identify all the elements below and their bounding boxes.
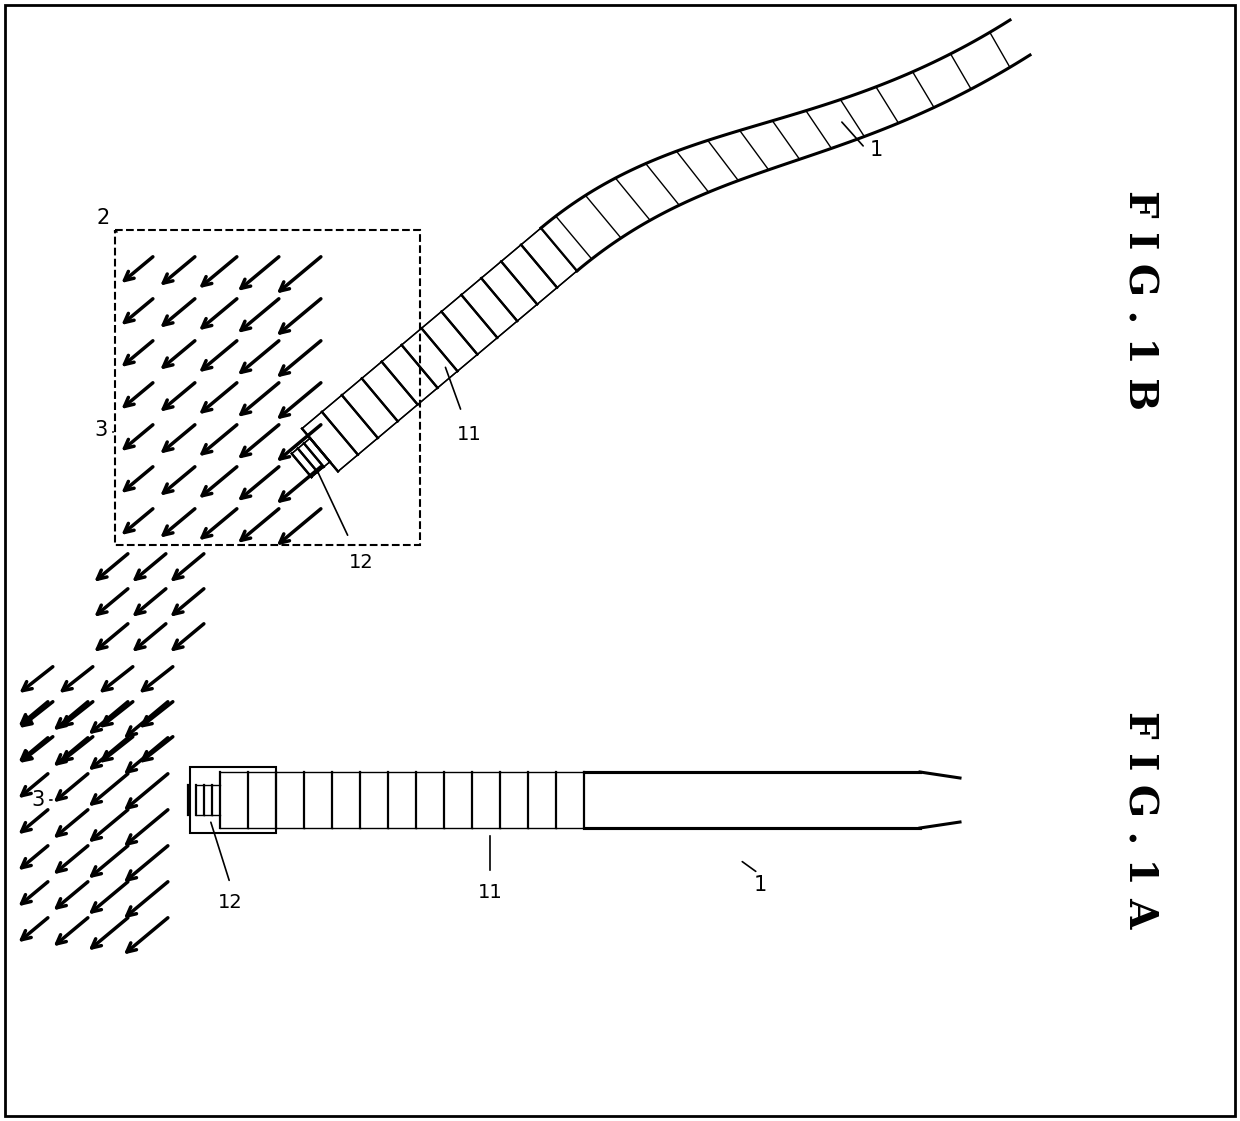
Text: 3: 3 (32, 790, 45, 810)
Polygon shape (541, 20, 1030, 271)
Text: 3: 3 (94, 420, 108, 441)
Bar (219, 772, 584, 828)
Text: 11: 11 (477, 883, 502, 902)
Text: F I G . 1 B: F I G . 1 B (1121, 189, 1159, 410)
Bar (190, 767, 277, 833)
Text: F I G . 1 A: F I G . 1 A (1121, 712, 1159, 928)
Text: 1: 1 (754, 876, 766, 895)
Text: 12: 12 (218, 893, 242, 912)
Text: 11: 11 (458, 425, 482, 444)
Polygon shape (303, 228, 577, 472)
Text: 12: 12 (348, 553, 373, 572)
Text: 2: 2 (97, 209, 110, 228)
Text: 1: 1 (870, 140, 883, 160)
Bar (115, 230, 420, 545)
Bar (584, 772, 920, 828)
